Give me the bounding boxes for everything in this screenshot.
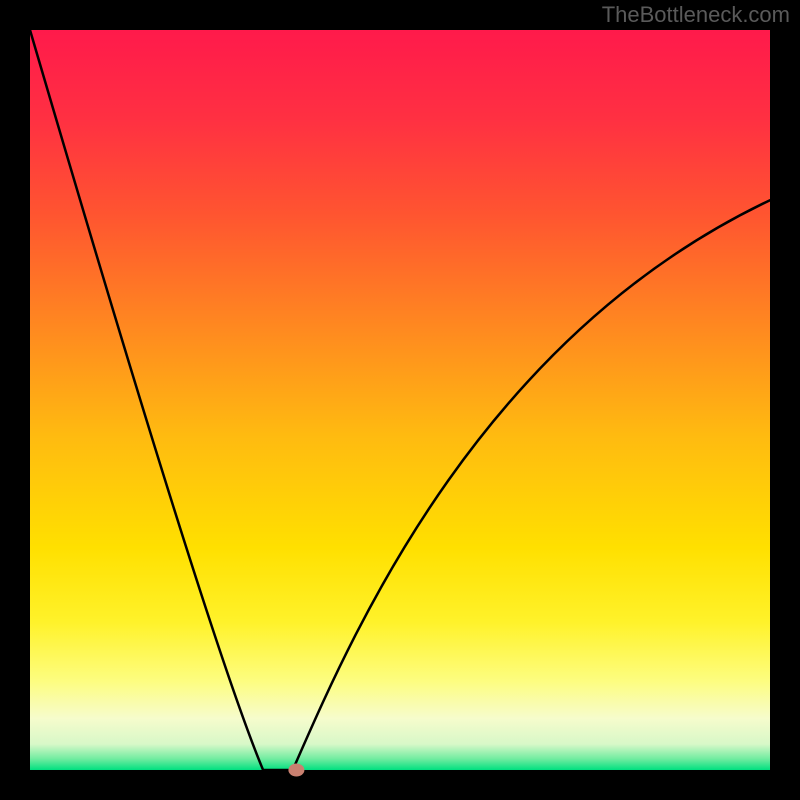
bottleneck-curve-chart: [0, 0, 800, 800]
chart-root: TheBottleneck.com: [0, 0, 800, 800]
watermark-text: TheBottleneck.com: [602, 2, 790, 28]
optimum-marker: [288, 764, 304, 777]
